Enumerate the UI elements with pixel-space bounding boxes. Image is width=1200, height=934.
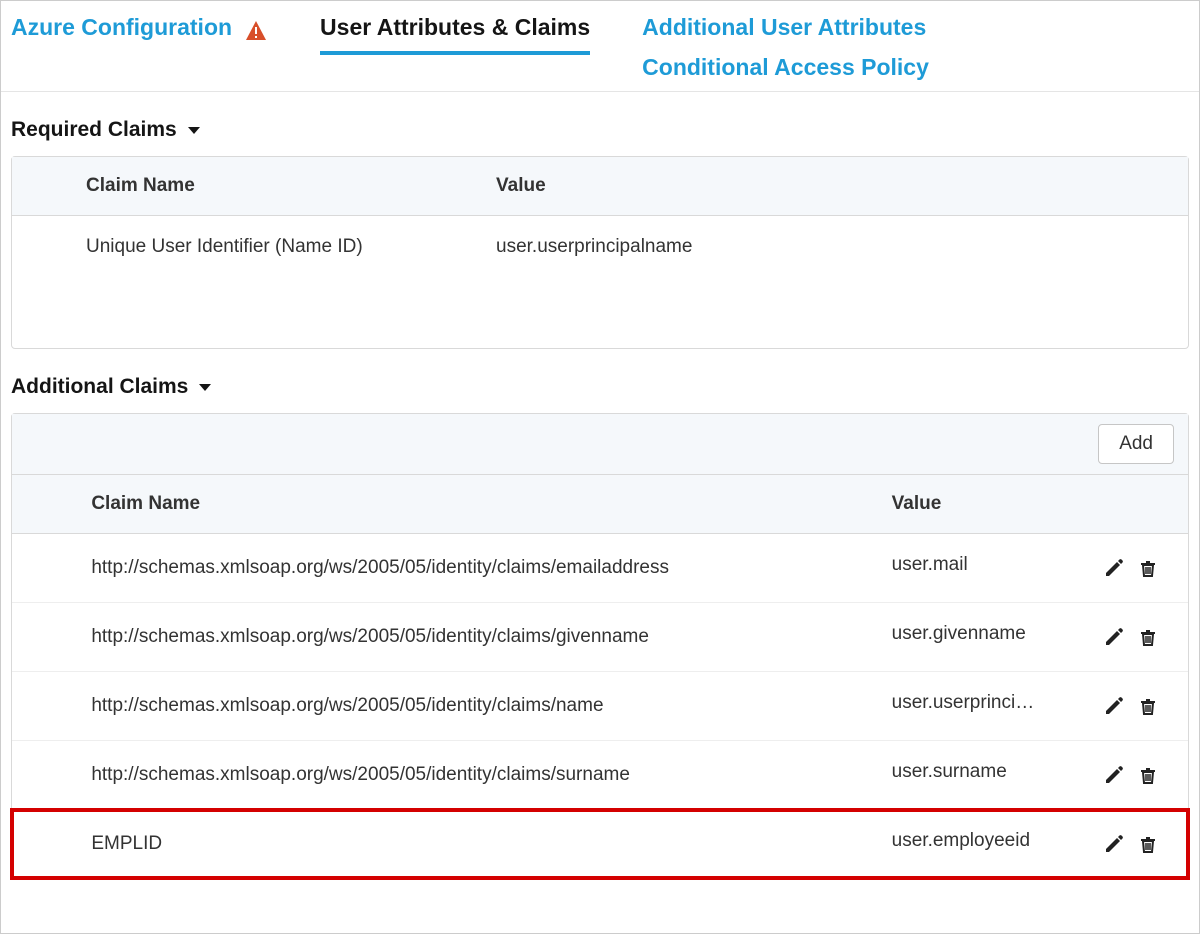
- additional-claims-table: Claim Name Value http://schemas.xmlsoap.…: [12, 475, 1188, 878]
- column-claim-name: Claim Name: [72, 157, 482, 216]
- required-claims-table: Claim Name Value Unique User Identifier …: [12, 157, 1188, 278]
- cell-spacer: [12, 603, 77, 672]
- cell-claim-value: user.userprinci…: [878, 672, 1090, 741]
- cell-actions: [1090, 810, 1188, 879]
- delete-icon[interactable]: [1138, 696, 1158, 716]
- add-bar: Add: [12, 414, 1188, 475]
- cell-claim-value: user.mail: [878, 534, 1090, 603]
- delete-icon[interactable]: [1138, 765, 1158, 785]
- tab-bar: Azure Configuration User Attributes & Cl…: [1, 1, 1199, 92]
- cell-actions: [1090, 672, 1188, 741]
- cell-claim-name: EMPLID: [77, 810, 877, 879]
- cell-claim-value: user.employeeid: [878, 810, 1090, 879]
- column-value: Value: [482, 157, 1188, 216]
- edit-icon[interactable]: [1104, 765, 1124, 785]
- delete-icon[interactable]: [1138, 834, 1158, 854]
- additional-claims-header[interactable]: Additional Claims: [11, 375, 1199, 399]
- delete-icon[interactable]: [1138, 627, 1158, 647]
- cell-claim-value: user.userprincipalname: [482, 216, 1188, 279]
- cell-actions: [1090, 603, 1188, 672]
- cell-claim-name: http://schemas.xmlsoap.org/ws/2005/05/id…: [77, 672, 877, 741]
- column-spacer: [12, 157, 72, 216]
- column-actions: [1090, 475, 1188, 534]
- cell-claim-name: http://schemas.xmlsoap.org/ws/2005/05/id…: [77, 741, 877, 810]
- cell-spacer: [12, 216, 72, 279]
- required-claims-header[interactable]: Required Claims: [11, 118, 1199, 142]
- edit-icon[interactable]: [1104, 834, 1124, 854]
- cell-claim-value: user.givenname: [878, 603, 1090, 672]
- edit-icon[interactable]: [1104, 696, 1124, 716]
- column-claim-name: Claim Name: [77, 475, 877, 534]
- edit-icon[interactable]: [1104, 627, 1124, 647]
- tab-conditional-access-policy[interactable]: Conditional Access Policy: [642, 51, 929, 91]
- cell-claim-name: http://schemas.xmlsoap.org/ws/2005/05/id…: [77, 534, 877, 603]
- table-row: http://schemas.xmlsoap.org/ws/2005/05/id…: [12, 741, 1188, 810]
- table-row: EMPLIDuser.employeeid: [12, 810, 1188, 879]
- table-row: http://schemas.xmlsoap.org/ws/2005/05/id…: [12, 603, 1188, 672]
- required-claims-panel: Claim Name Value Unique User Identifier …: [11, 156, 1189, 349]
- tab-additional-user-attributes[interactable]: Additional User Attributes: [642, 11, 929, 51]
- cell-spacer: [12, 810, 77, 879]
- add-button[interactable]: Add: [1098, 424, 1174, 464]
- cell-spacer: [12, 534, 77, 603]
- cell-claim-name: http://schemas.xmlsoap.org/ws/2005/05/id…: [77, 603, 877, 672]
- cell-actions: [1090, 741, 1188, 810]
- column-spacer: [12, 475, 77, 534]
- additional-claims-panel: Add Claim Name Value http://schemas.xmls…: [11, 413, 1189, 879]
- cell-actions: [1090, 534, 1188, 603]
- additional-claims-title: Additional Claims: [11, 375, 188, 399]
- table-row: http://schemas.xmlsoap.org/ws/2005/05/id…: [12, 672, 1188, 741]
- delete-icon[interactable]: [1138, 558, 1158, 578]
- required-claims-title: Required Claims: [11, 118, 177, 142]
- column-value: Value: [878, 475, 1090, 534]
- cell-spacer: [12, 741, 77, 810]
- tab-azure-configuration[interactable]: Azure Configuration: [11, 11, 232, 51]
- warning-icon: [244, 19, 268, 43]
- edit-icon[interactable]: [1104, 558, 1124, 578]
- caret-down-icon: [187, 123, 201, 137]
- tab-user-attributes-claims[interactable]: User Attributes & Claims: [320, 11, 590, 55]
- cell-claim-name: Unique User Identifier (Name ID): [72, 216, 482, 279]
- cell-claim-value: user.surname: [878, 741, 1090, 810]
- page-frame: Azure Configuration User Attributes & Cl…: [0, 0, 1200, 934]
- table-row: http://schemas.xmlsoap.org/ws/2005/05/id…: [12, 534, 1188, 603]
- caret-down-icon: [198, 380, 212, 394]
- cell-spacer: [12, 672, 77, 741]
- table-row: Unique User Identifier (Name ID) user.us…: [12, 216, 1188, 279]
